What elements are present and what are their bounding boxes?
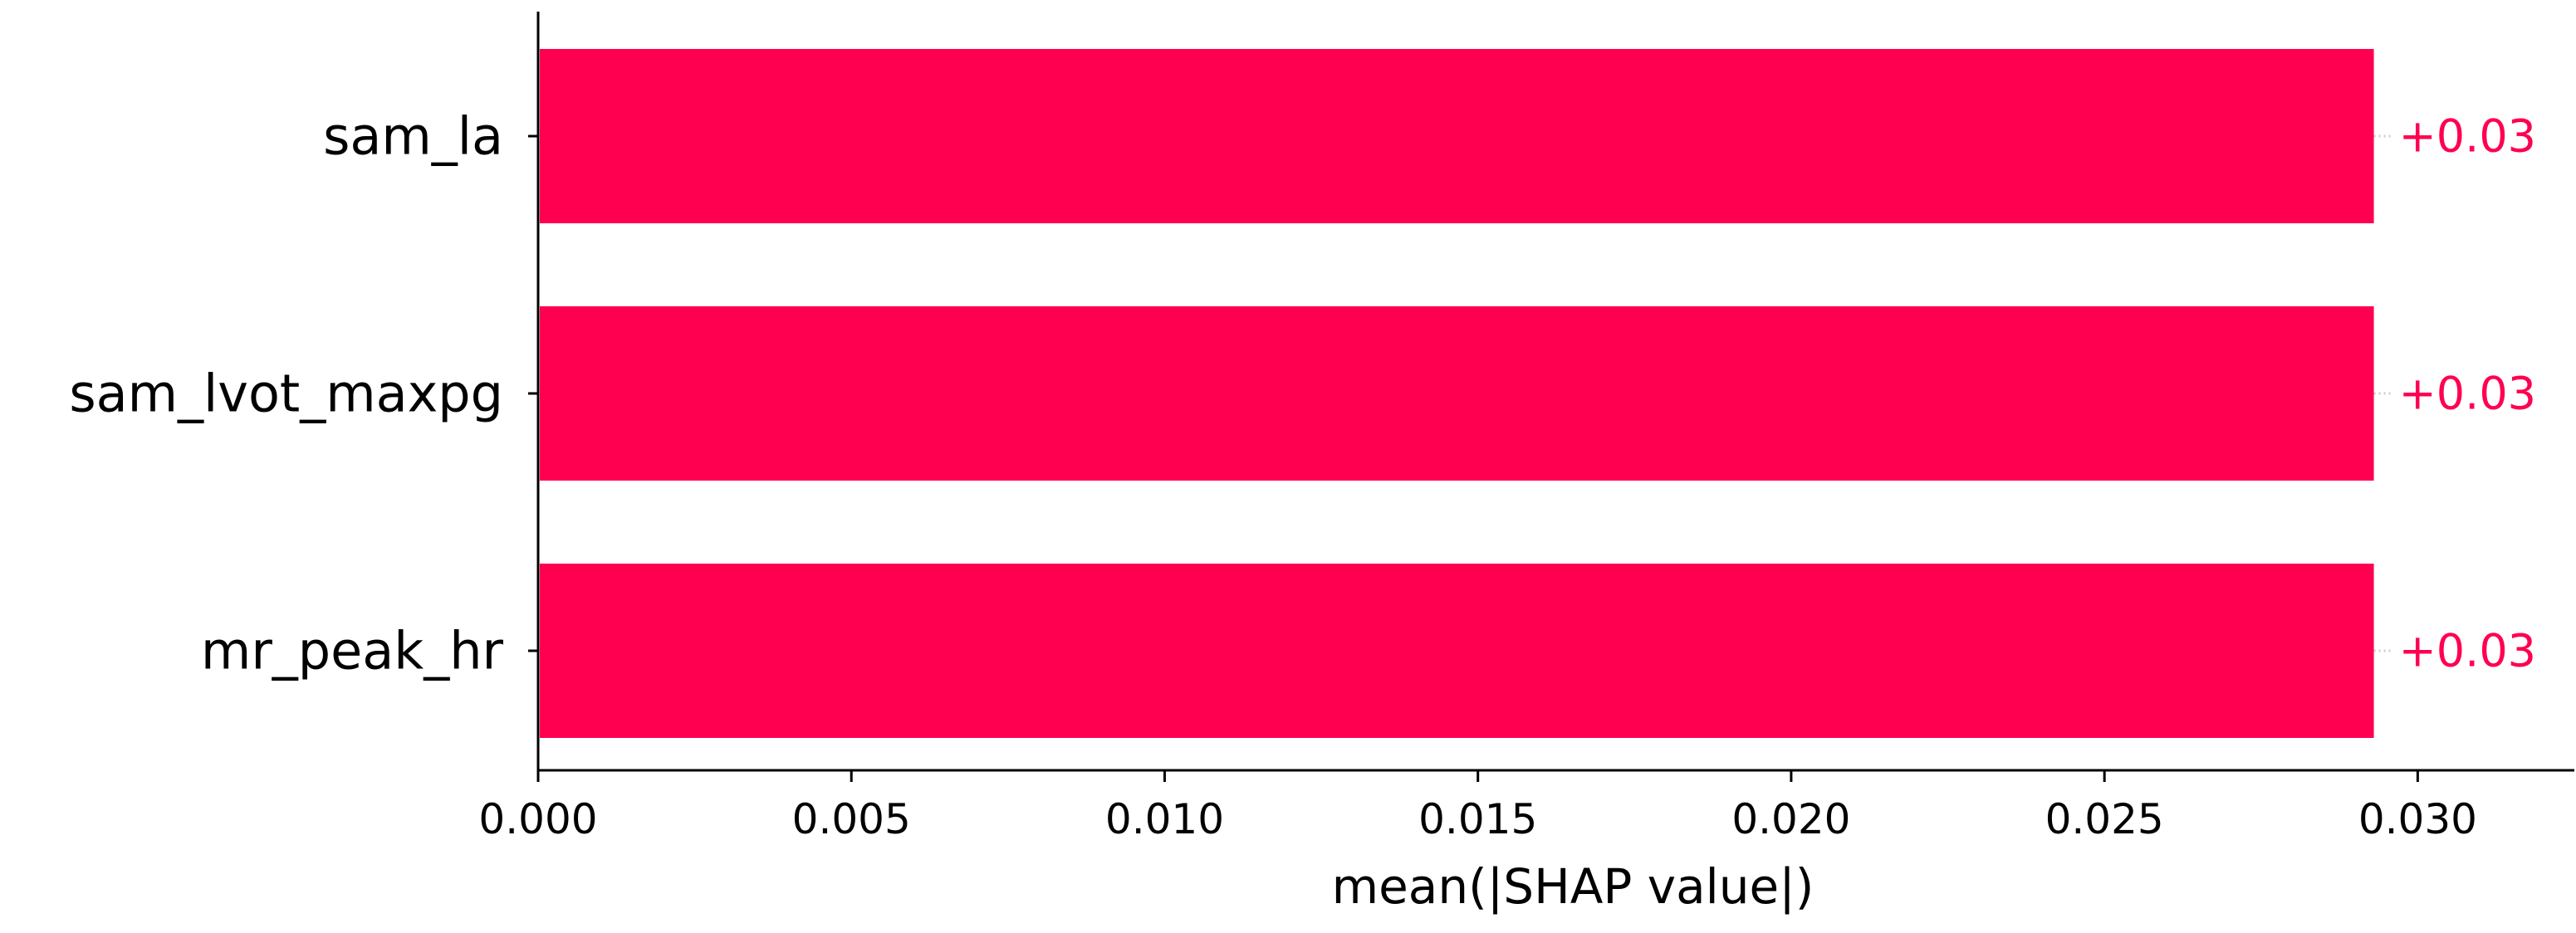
x-tick-label: 0.005 (792, 795, 911, 843)
x-tick-label: 0.015 (1418, 795, 1537, 843)
x-tick-label: 0.000 (478, 795, 597, 843)
value-labels-layer: +0.03 +0.03 +0.03 (2399, 110, 2536, 677)
x-tick-label: 0.020 (1731, 795, 1850, 843)
category-label: sam_lvot_maxpg (69, 364, 503, 424)
category-labels-layer: sam_la sam_lvot_maxpg mr_peak_hr (69, 106, 538, 681)
bar-sam-la (540, 49, 2374, 223)
x-tick-label: 0.030 (2358, 795, 2477, 843)
category-label: mr_peak_hr (201, 621, 504, 681)
leader-lines-layer (2373, 134, 2394, 652)
category-label: sam_la (323, 106, 503, 167)
bars-layer (540, 49, 2374, 738)
axes-layer (536, 12, 2574, 772)
value-label: +0.03 (2399, 110, 2536, 163)
bar-sam-lvot-maxpg (540, 306, 2374, 481)
x-ticks-layer: 0.000 0.005 0.010 0.015 0.020 0.025 0.030 (478, 770, 2477, 843)
x-tick-label: 0.025 (2045, 795, 2164, 843)
x-axis-label: mean(|SHAP value|) (1332, 858, 1814, 915)
x-tick-label: 0.010 (1105, 795, 1224, 843)
bar-mr-peak-hr (540, 564, 2374, 738)
value-label: +0.03 (2399, 368, 2536, 420)
value-label: +0.03 (2399, 625, 2536, 677)
